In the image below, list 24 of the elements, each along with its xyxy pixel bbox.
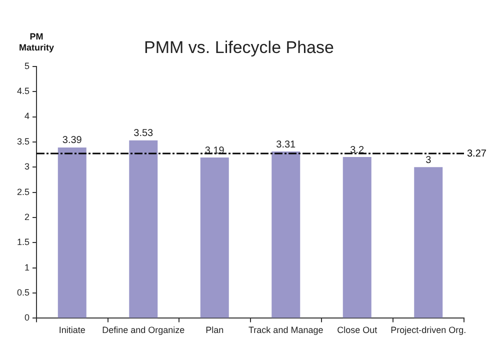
x-tick-label: Project-driven Org.: [390, 325, 466, 336]
y-tick-label: 1.5: [16, 237, 30, 248]
x-tick-label: Initiate: [58, 325, 86, 336]
y-tick-label: 5: [24, 60, 30, 71]
y-tick-label: 1: [24, 262, 30, 272]
data-label: 3.31: [276, 139, 296, 150]
x-tick-label: Plan: [206, 325, 224, 336]
data-label: 3: [426, 154, 432, 166]
x-tick-label: Close Out: [337, 325, 378, 336]
y-tick-label: 2.5: [16, 186, 30, 197]
y-axis-title: PM Maturity: [19, 31, 54, 52]
y-tick-label: 3: [24, 162, 30, 172]
y-tick-label: 0: [24, 312, 30, 323]
data-label: 3.39: [62, 135, 82, 146]
x-tick-label: Track and Manage: [248, 325, 324, 336]
ref-line-label: 3.27: [467, 148, 487, 160]
y-tick-label: 4.5: [16, 86, 30, 96]
y-tick-label: 0.5: [16, 288, 30, 298]
data-label: 3.53: [134, 128, 154, 140]
x-tick-label: Define and Organize: [102, 325, 185, 336]
y-tick-label: 2: [24, 212, 30, 222]
y-tick-label: 3.5: [16, 136, 30, 146]
chart-title: PMM vs. Lifecycle Phase: [144, 38, 334, 57]
y-tick-label: 4: [24, 111, 30, 122]
